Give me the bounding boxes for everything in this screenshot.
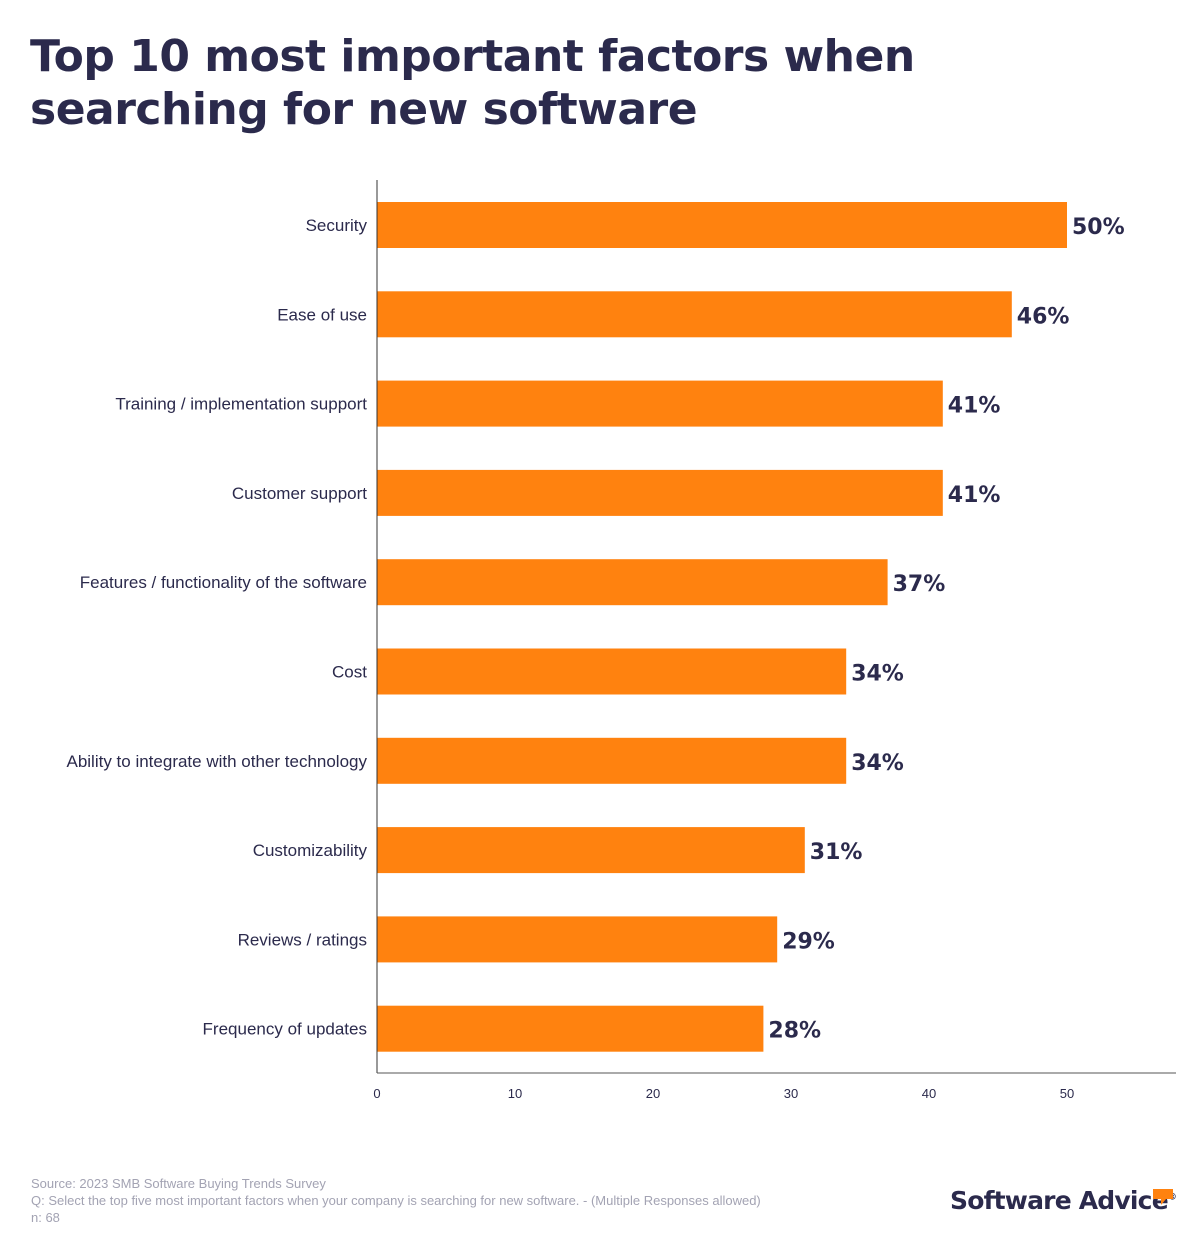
x-tick-label: 40	[922, 1086, 936, 1101]
bar	[377, 1005, 764, 1052]
x-tick-label: 20	[646, 1086, 660, 1101]
category-label: Customizability	[253, 841, 368, 860]
bar	[377, 648, 847, 695]
category-label: Security	[306, 216, 368, 235]
category-label: Training / implementation support	[115, 395, 367, 414]
source-note: Source: 2023 SMB Software Buying Trends …	[31, 1176, 326, 1191]
x-tick-label: 30	[784, 1086, 798, 1101]
category-label: Frequency of updates	[203, 1020, 367, 1039]
value-labels-layer: 50% 46% 41% 41% 37% 34% 34% 31% 29% 28%	[768, 215, 1124, 1044]
bar	[377, 291, 1012, 338]
bar	[377, 469, 943, 516]
bar-chart: Security Ease of use Training / implementa…	[66, 180, 1176, 1101]
category-label: Features / functionality of the software	[80, 573, 367, 592]
value-label: 29%	[782, 929, 835, 954]
value-label: 50%	[1072, 215, 1125, 240]
axes-layer: 0 10 20 30 40 50	[373, 180, 1176, 1101]
bar	[377, 202, 1067, 248]
value-label: 46%	[1017, 304, 1070, 329]
chart-footer: Source: 2023 SMB Software Buying Trends …	[31, 1175, 761, 1226]
value-label: 41%	[948, 394, 1001, 419]
bar	[377, 827, 805, 874]
brand-name: Software Advice	[950, 1186, 1169, 1215]
category-label: Ease of use	[277, 305, 367, 324]
value-label: 34%	[851, 662, 904, 687]
chart-title: Top 10 most important factors when searc…	[30, 31, 915, 135]
value-label: 31%	[810, 840, 863, 865]
value-label: 41%	[948, 483, 1001, 508]
category-label: Ability to integrate with other technolo…	[66, 752, 367, 771]
speech-bubble-icon	[1153, 1189, 1173, 1205]
bars-layer	[377, 202, 1067, 1052]
bar	[377, 559, 888, 606]
value-label: 37%	[893, 572, 946, 597]
brand-logo: Software Advice®	[950, 1186, 1177, 1215]
value-label: 28%	[768, 1019, 821, 1044]
category-label: Cost	[332, 663, 367, 682]
value-label: 34%	[851, 751, 904, 776]
category-labels-layer: Security Ease of use Training / implementa…	[66, 216, 367, 1039]
x-tick-label: 0	[373, 1086, 380, 1101]
bar	[377, 916, 778, 963]
category-label: Customer support	[232, 484, 367, 503]
x-tick-label: 10	[508, 1086, 522, 1101]
bar	[377, 380, 943, 427]
x-tick-label: 50	[1060, 1086, 1074, 1101]
category-label: Reviews / ratings	[238, 930, 367, 949]
sample-size-note: n: 68	[31, 1210, 60, 1225]
bar	[377, 737, 847, 784]
question-note: Q: Select the top five most important fa…	[31, 1193, 761, 1208]
